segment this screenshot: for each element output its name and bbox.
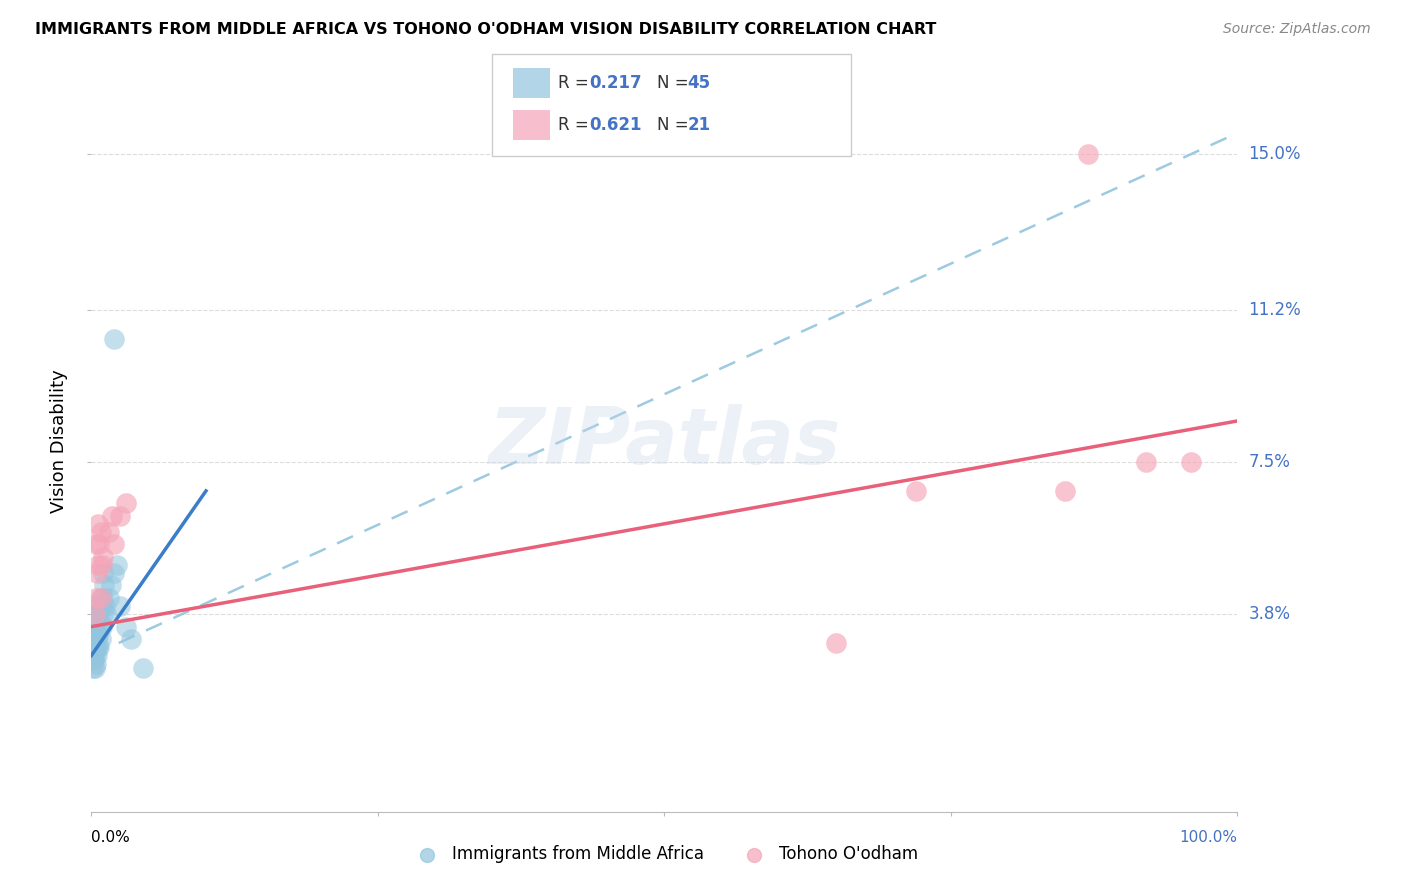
Point (103, 537, 125, 551)
Point (103, 566, 125, 581)
Text: 15.0%: 15.0% (1249, 145, 1301, 162)
Point (87, 640, 110, 655)
Point (90, 524, 112, 539)
Point (89, 537, 111, 551)
Point (89, 599, 111, 613)
Point (1054, 483, 1077, 498)
Point (84, 537, 107, 551)
Point (83, 607, 105, 622)
Point (91, 566, 114, 581)
Text: 100.0%: 100.0% (1180, 830, 1237, 846)
Point (86, 607, 108, 622)
Text: R =: R = (558, 116, 595, 134)
Point (84, 607, 107, 622)
Point (90, 558, 112, 572)
Point (89, 640, 111, 655)
Text: 21: 21 (688, 116, 710, 134)
Point (89, 620, 111, 634)
Point (905, 483, 928, 498)
Point (82, 661, 104, 675)
Point (87, 516, 110, 531)
Point (1135, 455, 1157, 469)
Point (91, 591, 114, 605)
Point (90, 615, 112, 630)
Point (83, 632, 105, 646)
Text: IMMIGRANTS FROM MIDDLE AFRICA VS TOHONO O'ODHAM VISION DISABILITY CORRELATION CH: IMMIGRANTS FROM MIDDLE AFRICA VS TOHONO … (35, 22, 936, 37)
Point (84, 591, 107, 605)
Point (83, 620, 105, 634)
Point (86, 566, 108, 581)
Point (94, 599, 117, 613)
Text: 0.621: 0.621 (589, 116, 641, 134)
Point (82, 648, 104, 663)
Point (121, 632, 143, 646)
Point (86, 632, 108, 646)
Point (114, 496, 136, 510)
Point (90, 620, 112, 634)
Point (82, 640, 104, 655)
Text: 45: 45 (688, 74, 710, 92)
Point (90, 591, 112, 605)
Text: Source: ZipAtlas.com: Source: ZipAtlas.com (1223, 22, 1371, 37)
Point (1077, 146, 1099, 161)
Point (97, 591, 120, 605)
Point (91, 607, 114, 622)
Point (90, 599, 112, 613)
Point (1180, 455, 1202, 469)
Text: ZIPatlas: ZIPatlas (488, 403, 841, 480)
Text: N =: N = (657, 74, 693, 92)
Point (87, 558, 110, 572)
Point (108, 508, 131, 523)
Point (103, 332, 125, 346)
Point (83, 640, 105, 655)
Point (87, 607, 110, 622)
Point (83, 632, 105, 646)
Point (132, 661, 155, 675)
Point (84, 657, 107, 671)
Point (84, 640, 107, 655)
Point (825, 636, 848, 650)
Point (84, 628, 107, 642)
Point (83, 652, 105, 666)
Point (86, 648, 108, 663)
Point (105, 558, 128, 572)
Point (114, 620, 136, 634)
Y-axis label: Vision Disability: Vision Disability (51, 369, 69, 514)
Point (101, 508, 124, 523)
Point (90, 591, 112, 605)
Text: 7.5%: 7.5% (1249, 453, 1291, 471)
Text: R =: R = (558, 74, 595, 92)
Text: 3.8%: 3.8% (1249, 606, 1291, 624)
Point (90, 632, 112, 646)
Point (83, 640, 105, 655)
Point (87, 628, 110, 642)
Point (97, 524, 120, 539)
Point (83, 620, 105, 634)
Text: N =: N = (657, 116, 693, 134)
Point (83, 648, 105, 663)
Legend: Immigrants from Middle Africa, Tohono O'odham: Immigrants from Middle Africa, Tohono O'… (404, 838, 925, 870)
Text: 0.217: 0.217 (589, 74, 641, 92)
Text: 11.2%: 11.2% (1249, 301, 1301, 319)
Point (93, 578, 115, 592)
Point (91, 549, 114, 564)
Point (108, 599, 131, 613)
Point (96, 607, 118, 622)
Text: 0.0%: 0.0% (91, 830, 131, 846)
Point (100, 578, 122, 592)
Point (83, 661, 105, 675)
